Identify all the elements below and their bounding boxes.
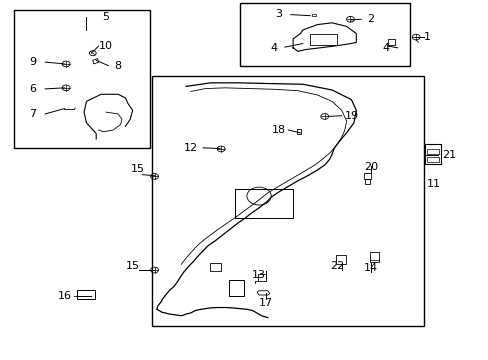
Bar <box>152 76 424 327</box>
Text: 4: 4 <box>381 43 388 53</box>
Text: 20: 20 <box>363 162 377 172</box>
Text: 7: 7 <box>29 109 37 119</box>
Bar <box>239 3 409 66</box>
Bar <box>296 129 300 134</box>
Text: 5: 5 <box>102 13 109 22</box>
Bar <box>234 189 292 217</box>
Bar <box>228 280 243 296</box>
Bar <box>77 290 95 298</box>
Text: 12: 12 <box>183 143 198 153</box>
Bar <box>257 274 266 281</box>
Text: 9: 9 <box>29 57 37 67</box>
Text: 15: 15 <box>125 261 140 271</box>
Text: 10: 10 <box>99 41 113 51</box>
Text: 21: 21 <box>441 150 455 160</box>
Text: 16: 16 <box>58 291 71 301</box>
Text: 22: 22 <box>329 261 343 271</box>
Bar <box>427 157 438 162</box>
Text: 4: 4 <box>269 43 277 53</box>
Text: 17: 17 <box>259 298 273 308</box>
Bar <box>309 34 336 45</box>
Bar <box>335 255 345 264</box>
Text: 6: 6 <box>29 84 37 94</box>
Bar <box>14 10 149 148</box>
Text: 13: 13 <box>252 270 265 280</box>
Text: 2: 2 <box>366 14 374 24</box>
Text: 11: 11 <box>426 179 440 189</box>
Text: 8: 8 <box>114 61 122 71</box>
Text: 1: 1 <box>423 32 429 42</box>
Bar <box>210 263 221 271</box>
Text: 18: 18 <box>271 125 285 135</box>
Text: 14: 14 <box>363 262 377 273</box>
Text: 15: 15 <box>130 164 144 174</box>
Text: 19: 19 <box>344 111 358 121</box>
Bar <box>427 149 438 154</box>
Text: 3: 3 <box>274 9 282 19</box>
Bar <box>369 252 378 262</box>
Bar <box>425 144 440 164</box>
